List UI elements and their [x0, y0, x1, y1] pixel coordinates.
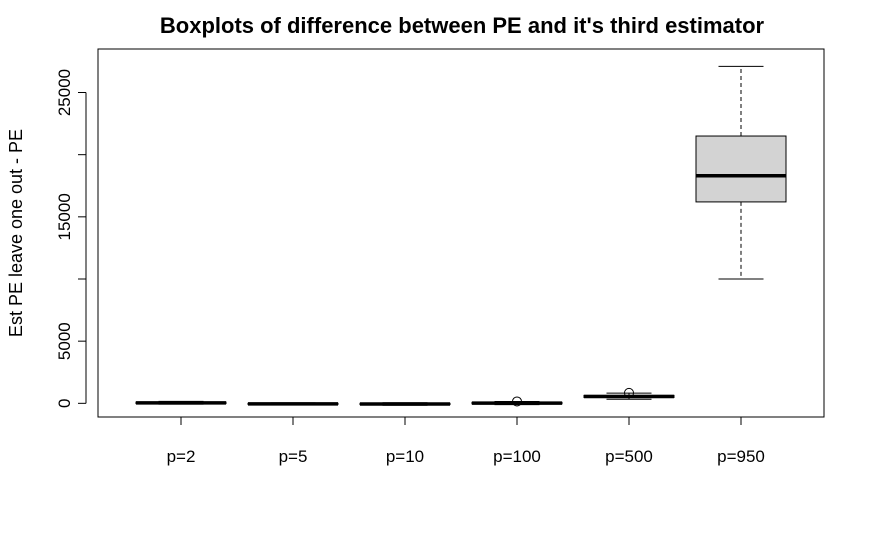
- x-tick-label: p=10: [386, 447, 424, 466]
- box-rect: [695, 135, 787, 203]
- y-axis-label: Est PE leave one out - PE: [6, 129, 26, 337]
- y-tick-label: 25000: [55, 69, 74, 116]
- y-tick-label: 15000: [55, 193, 74, 240]
- outlier-point: [512, 396, 522, 407]
- x-tick-label: p=100: [493, 447, 541, 466]
- box-p=10: [359, 402, 451, 406]
- box-p=5: [247, 402, 339, 406]
- x-axis: p=2 p=5 p=10 p=100 p=500 p=950: [167, 416, 765, 466]
- boxes-group: [135, 65, 787, 407]
- y-tick-label: 0: [55, 399, 74, 408]
- x-tick-label: p=5: [279, 447, 308, 466]
- chart-title: Boxplots of difference between PE and it…: [160, 13, 765, 38]
- x-tick-label: p=2: [167, 447, 196, 466]
- box-p=100: [471, 396, 563, 407]
- box-p=500: [583, 387, 675, 400]
- x-tick-label: p=500: [605, 447, 653, 466]
- outlier-point: [624, 387, 634, 398]
- box-p=950: [695, 65, 787, 280]
- plot-frame: [97, 48, 825, 418]
- box-p=2: [135, 400, 227, 405]
- y-tick-label: 5000: [55, 322, 74, 360]
- x-tick-label: p=950: [717, 447, 765, 466]
- y-axis: 0 5000 15000 25000: [55, 69, 87, 408]
